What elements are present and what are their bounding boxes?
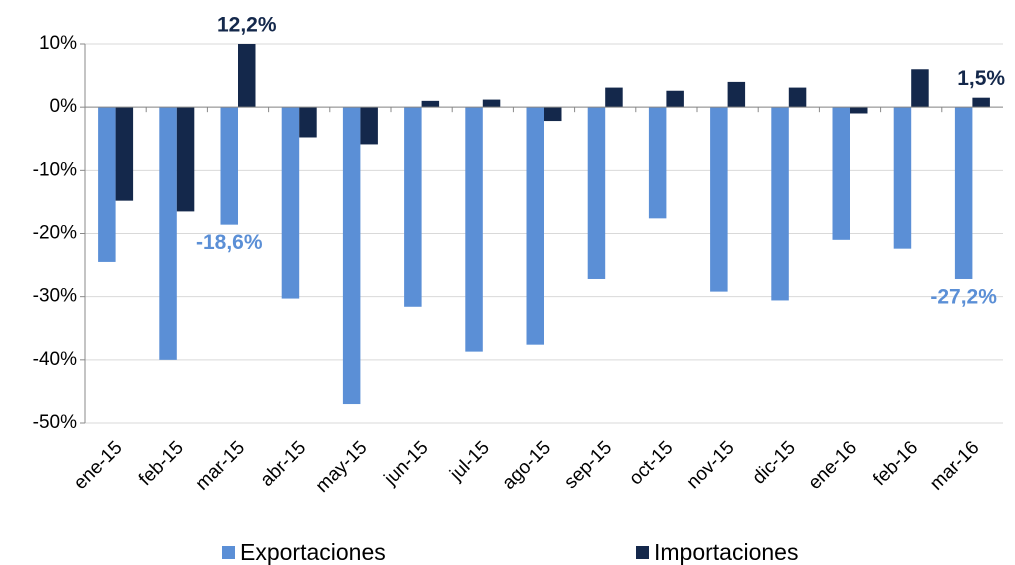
legend-swatch — [222, 546, 235, 559]
bar — [832, 107, 850, 240]
bar — [788, 87, 807, 108]
y-tick-label: -40% — [33, 349, 77, 370]
x-tick-label: abr-15 — [257, 437, 311, 491]
data-label: 1,5% — [957, 67, 1005, 90]
y-tick-label: 10% — [39, 33, 77, 54]
y-tick-label: -10% — [33, 159, 77, 180]
bar — [648, 107, 667, 219]
bar — [587, 107, 606, 279]
bar — [954, 107, 973, 279]
x-tick-label: may-15 — [312, 437, 372, 497]
data-label: -27,2% — [930, 286, 997, 309]
bar — [98, 107, 116, 262]
bar — [421, 100, 440, 108]
x-tick-label: dic-15 — [748, 437, 799, 488]
bar — [911, 69, 929, 108]
bar — [605, 87, 623, 108]
bar — [238, 44, 256, 108]
x-tick-label: ene-15 — [70, 437, 127, 494]
x-tick-label: mar-15 — [192, 437, 249, 494]
bar — [893, 107, 912, 249]
bar — [281, 107, 300, 299]
bar — [176, 107, 195, 212]
bar — [771, 107, 789, 301]
x-tick-label: jun-15 — [380, 437, 433, 490]
bar — [220, 107, 238, 225]
bar — [404, 107, 422, 307]
x-tick-label: mar-16 — [926, 437, 983, 494]
x-tick-label: jul-15 — [445, 437, 493, 485]
legend-label: Importaciones — [654, 539, 798, 565]
bar — [666, 90, 684, 108]
bar — [299, 107, 317, 138]
y-tick-label: 0% — [50, 96, 78, 117]
bar — [159, 107, 177, 360]
legend-label: Exportaciones — [240, 539, 386, 565]
x-tick-label: ene-16 — [804, 437, 861, 494]
bar — [482, 99, 501, 108]
x-tick-label: ago-15 — [498, 437, 555, 494]
x-tick-label: oct-15 — [625, 437, 677, 489]
x-tick-label: feb-15 — [135, 437, 188, 490]
bar — [465, 107, 483, 352]
bar — [727, 81, 746, 108]
x-tick-label: feb-16 — [869, 437, 922, 490]
bar — [544, 107, 562, 122]
data-label: 12,2% — [217, 14, 277, 37]
y-tick-label: -20% — [33, 223, 77, 244]
legend-swatch — [636, 546, 649, 559]
bar — [850, 107, 868, 114]
data-label: -18,6% — [196, 231, 263, 254]
bar — [342, 107, 361, 405]
bar — [972, 97, 990, 108]
x-tick-label: sep-15 — [560, 437, 616, 493]
bar — [526, 107, 544, 345]
bar — [115, 107, 134, 201]
bar — [710, 107, 728, 292]
x-tick-label: nov-15 — [683, 437, 739, 493]
y-tick-label: -50% — [33, 412, 77, 433]
y-tick-label: -30% — [33, 286, 77, 307]
bar — [360, 107, 378, 145]
plot-area — [98, 44, 990, 405]
